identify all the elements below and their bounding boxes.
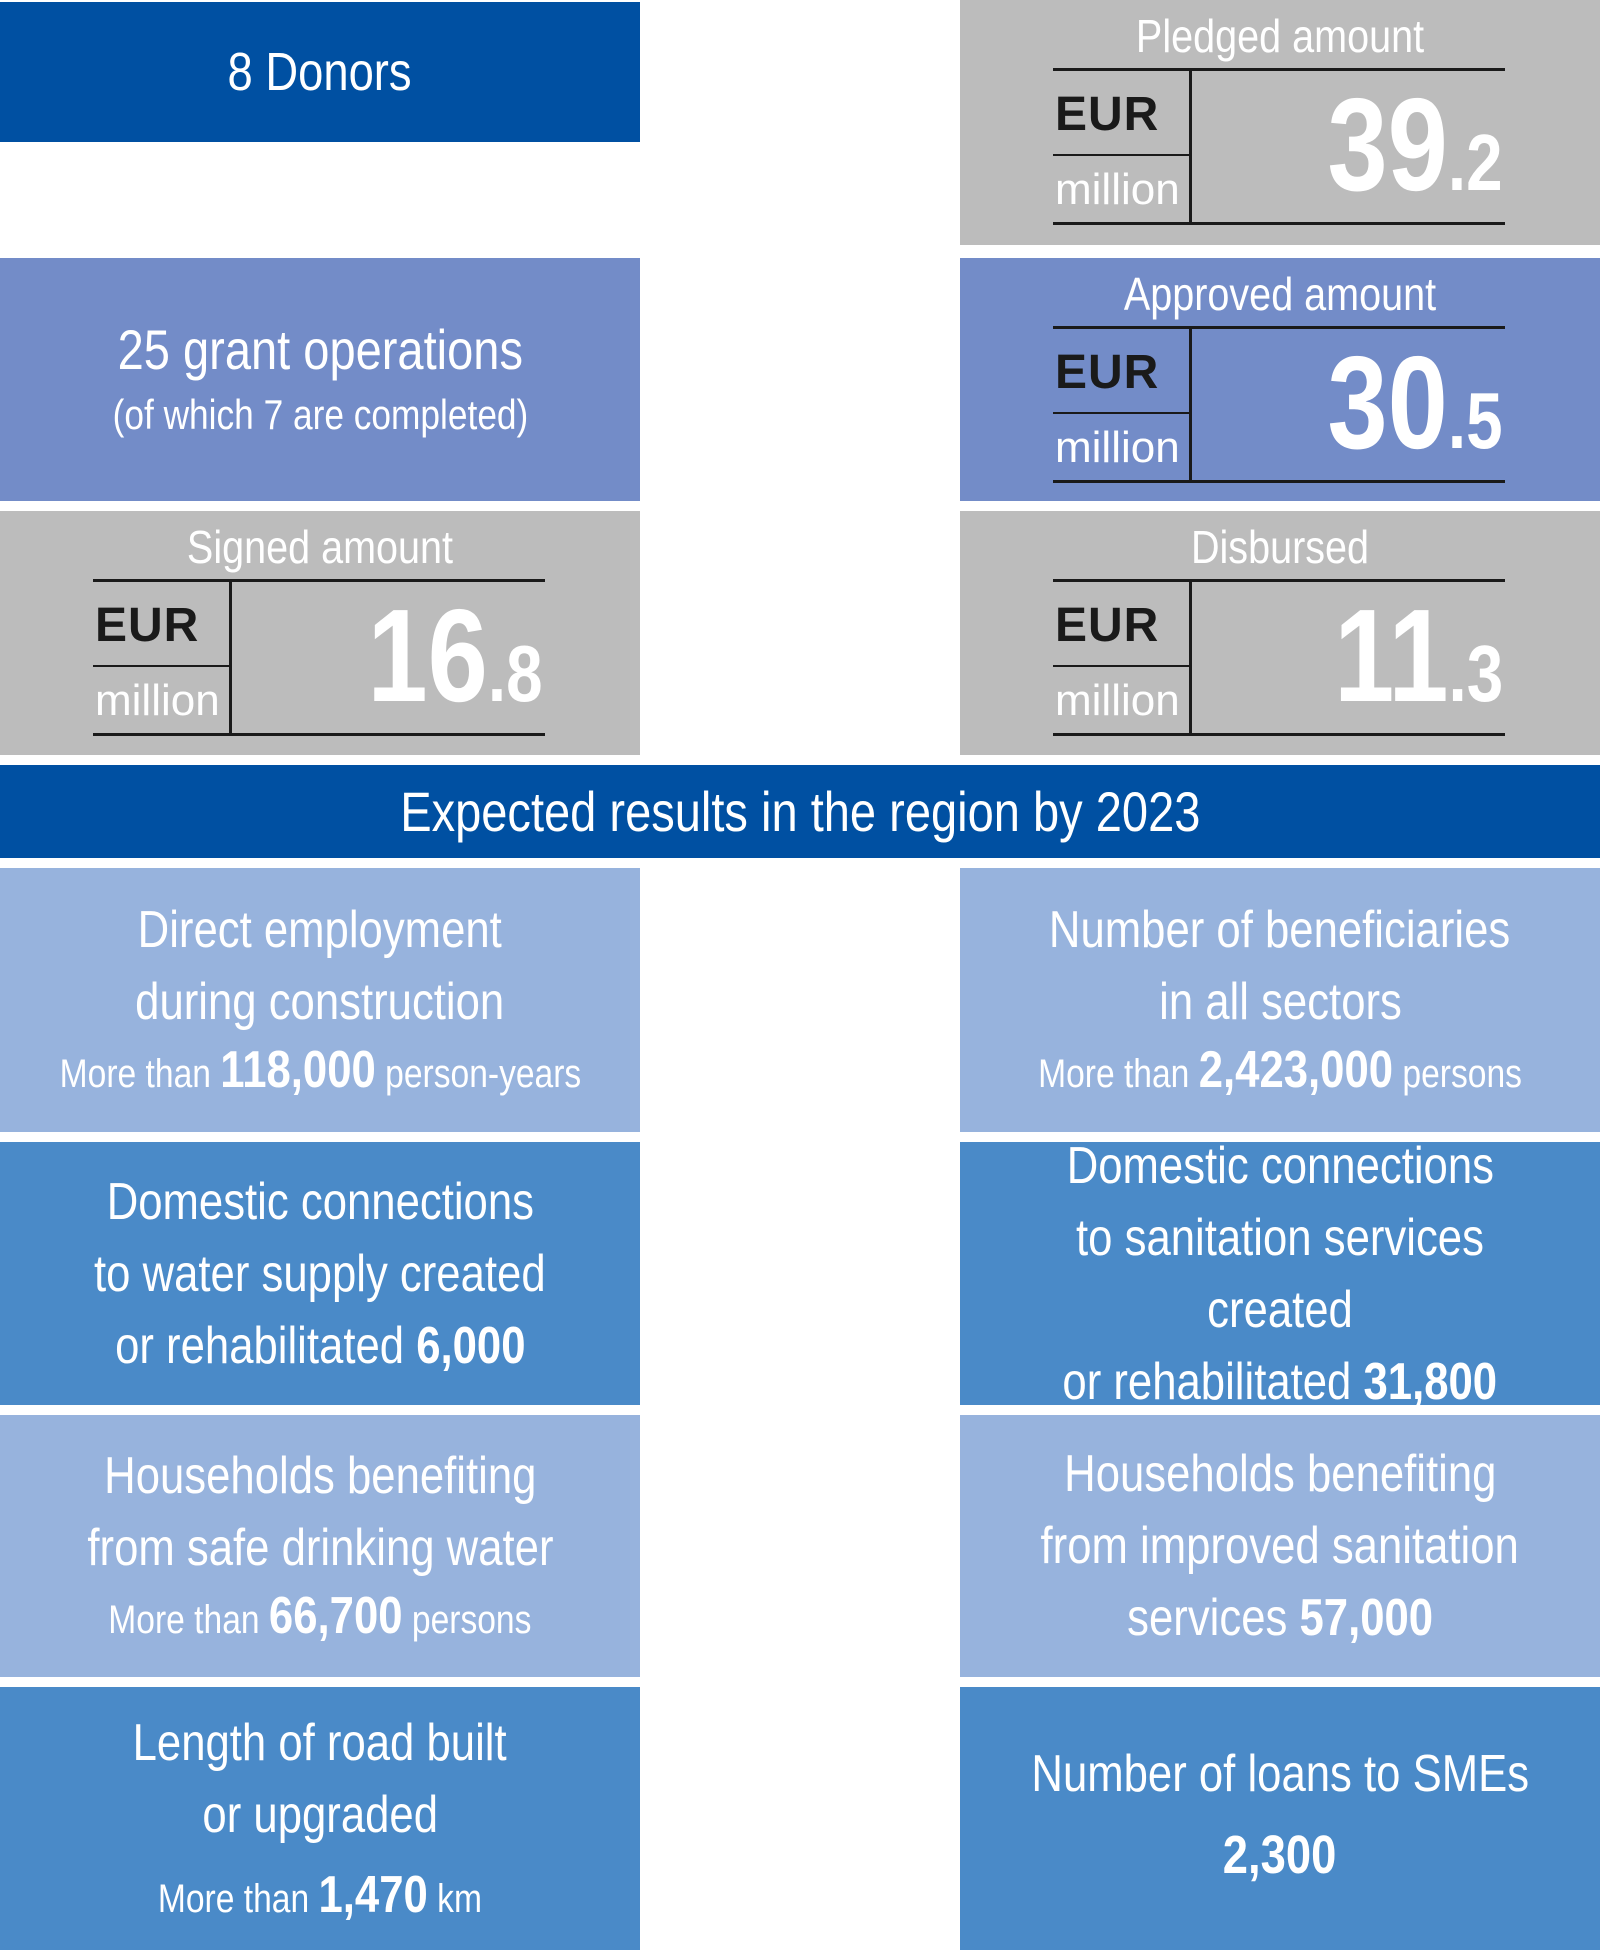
line3-text: or rehabilitated (1062, 1352, 1352, 1411)
pledged-amount-table: EUR million 39.2 (1053, 68, 1505, 225)
drinking-water-line2: from safe drinking water (86, 1519, 554, 1577)
sanitation-connections-line1: Domestic connections (1066, 1136, 1494, 1195)
water-connections-line3: or rehabilitated 6,000 (115, 1310, 525, 1382)
divider (1053, 412, 1189, 414)
currency-label: EUR (1055, 346, 1160, 399)
suffix: km (437, 1876, 483, 1921)
metric-value: 66,700 (269, 1587, 403, 1645)
divider (1053, 665, 1189, 667)
sanitation-connections-line2: to sanitation services created (1076, 1208, 1484, 1339)
grant-operations-label: 25 grant operations (117, 317, 523, 381)
grant-operations-note: (of which 7 are completed) (112, 390, 528, 438)
drinking-water-metric: More than 66,700 persons (108, 1584, 531, 1652)
prefix: More than (157, 1876, 310, 1921)
water-connections-box: Domestic connections to water supply cre… (0, 1142, 640, 1405)
value-decimal: .3 (1448, 629, 1503, 718)
employment-metric: More than 118,000 person-years (59, 1038, 581, 1106)
results-header-label: Expected results in the region by 2023 (399, 780, 1201, 843)
donors-box: 8 Donors (0, 2, 640, 142)
drinking-water-box: Households benefiting from safe drinking… (0, 1415, 640, 1677)
value-integer: 39 (1327, 71, 1449, 218)
sanitation-connections-box: Domestic connections to sanitation servi… (960, 1137, 1600, 1411)
unit-label: million (1055, 423, 1180, 472)
results-header: Expected results in the region by 2023 (0, 765, 1600, 858)
suffix: persons (412, 1598, 532, 1642)
disbursed-title: Disbursed (1190, 521, 1370, 573)
sme-loans-line1: Number of loans to SMEs (1031, 1744, 1529, 1803)
value-integer: 16 (367, 582, 489, 729)
pledged-amount-title: Pledged amount (1135, 10, 1425, 62)
employment-line1: Direct employment (137, 901, 503, 959)
value-decimal: .2 (1448, 118, 1503, 207)
value-decimal: .5 (1448, 376, 1503, 465)
sme-loans-box: Number of loans to SMEs 2,300 (960, 1687, 1600, 1950)
prefix: More than (108, 1598, 260, 1642)
suffix: person-years (384, 1052, 581, 1096)
metric-value: 2,423,000 (1198, 1041, 1394, 1099)
approved-amount-value: 30.5 (1328, 333, 1503, 473)
divider (1189, 71, 1192, 222)
prefix: More than (59, 1052, 211, 1096)
divider (93, 665, 229, 667)
sanitation-households-line1: Households benefiting (1063, 1445, 1497, 1503)
unit-label: million (1055, 165, 1180, 214)
road-box: Length of road built or upgraded More th… (0, 1687, 640, 1950)
metric-value: 6,000 (415, 1316, 526, 1375)
disbursed-table: EUR million 11.3 (1053, 579, 1505, 736)
pledged-amount-value: 39.2 (1328, 75, 1503, 215)
signed-amount-title: Signed amount (186, 521, 454, 573)
currency-label: EUR (1055, 599, 1160, 652)
sanitation-households-box: Households benefiting from improved sani… (960, 1415, 1600, 1677)
water-connections-line2: to water supply created (94, 1244, 546, 1303)
disbursed-value: 11.3 (1334, 586, 1503, 726)
road-line1: Length of road built (132, 1713, 507, 1772)
unit-label: million (95, 676, 220, 725)
line3-text: services (1127, 1589, 1288, 1647)
value-integer: 11 (1333, 582, 1449, 729)
signed-amount-value: 16.8 (368, 586, 543, 726)
value-decimal: .8 (488, 629, 543, 718)
approved-amount-box: Approved amount EUR million 30.5 (960, 258, 1600, 501)
donors-label: 8 Donors (227, 42, 413, 102)
disbursed-box: Disbursed EUR million 11.3 (960, 511, 1600, 755)
beneficiaries-line2: in all sectors (1158, 973, 1402, 1031)
employment-line2: during construction (135, 973, 505, 1031)
metric-value: 57,000 (1299, 1589, 1433, 1647)
drinking-water-line1: Households benefiting (103, 1447, 537, 1505)
prefix: More than (1038, 1052, 1190, 1096)
approved-amount-table: EUR million 30.5 (1053, 326, 1505, 483)
sme-loans-value: 2,300 (1223, 1824, 1337, 1885)
sanitation-connections-line3: or rehabilitated 31,800 (1063, 1346, 1498, 1418)
metric-value: 118,000 (219, 1041, 376, 1099)
sanitation-households-line2: from improved sanitation (1040, 1517, 1520, 1575)
metric-value: 1,470 (318, 1865, 428, 1924)
pledged-amount-box: Pledged amount EUR million 39.2 (960, 0, 1600, 245)
sanitation-households-line3: services 57,000 (1127, 1582, 1433, 1654)
approved-amount-title: Approved amount (1123, 268, 1437, 320)
road-line2: or upgraded (202, 1785, 438, 1844)
divider (1189, 329, 1192, 480)
beneficiaries-metric: More than 2,423,000 persons (1038, 1038, 1522, 1106)
beneficiaries-line1: Number of beneficiaries (1049, 901, 1511, 959)
water-connections-line1: Domestic connections (106, 1172, 534, 1231)
beneficiaries-box: Number of beneficiaries in all sectors M… (960, 868, 1600, 1132)
employment-box: Direct employment during construction Mo… (0, 868, 640, 1132)
signed-amount-box: Signed amount EUR million 16.8 (0, 511, 640, 755)
line3-text: or rehabilitated (114, 1316, 404, 1375)
divider (1189, 582, 1192, 733)
currency-label: EUR (1055, 88, 1160, 141)
signed-amount-table: EUR million 16.8 (93, 579, 545, 736)
value-integer: 30 (1327, 329, 1449, 476)
suffix: persons (1402, 1052, 1522, 1096)
divider (1053, 154, 1189, 156)
metric-value: 31,800 (1363, 1352, 1498, 1411)
currency-label: EUR (95, 599, 200, 652)
divider (229, 582, 232, 733)
road-metric: More than 1,470 km (158, 1863, 482, 1931)
grant-operations-box: 25 grant operations (of which 7 are comp… (0, 258, 640, 501)
unit-label: million (1055, 676, 1180, 725)
